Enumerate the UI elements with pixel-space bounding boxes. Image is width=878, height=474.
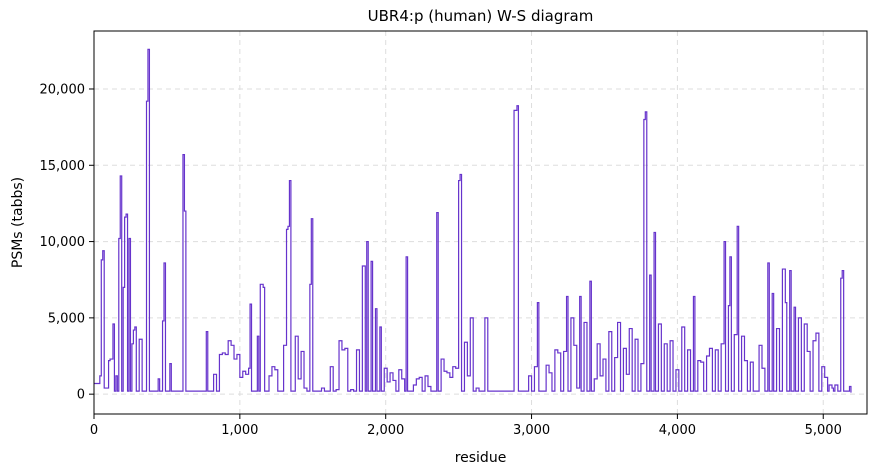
y-tick-label: 15,000 — [40, 159, 86, 174]
x-tick-label: 5,000 — [805, 423, 842, 438]
x-axis-ticks: 0 1,000 2,000 3,000 4,000 5,000 — [90, 414, 842, 438]
y-tick-label: 0 — [77, 388, 85, 403]
x-tick-label: 4,000 — [659, 423, 696, 438]
plot-frame — [93, 30, 868, 415]
y-tick-label: 20,000 — [40, 82, 86, 97]
x-tick-label: 3,000 — [513, 423, 550, 438]
chart-title: UBR4:p (human) W-S diagram — [368, 7, 594, 25]
y-axis-label: PSMs (tabbs) — [10, 177, 26, 268]
x-axis-label: residue — [455, 450, 507, 466]
y-tick-label: 5,000 — [48, 311, 85, 326]
series-line — [94, 48, 852, 393]
x-tick-label: 2,000 — [367, 423, 404, 438]
y-axis-ticks: 0 5,000 10,000 15,000 20,000 — [40, 82, 94, 403]
grid — [93, 31, 867, 414]
x-tick-label: 1,000 — [221, 423, 258, 438]
y-tick-label: 10,000 — [40, 235, 86, 250]
x-tick-label: 0 — [90, 423, 98, 438]
plot-area — [94, 48, 852, 393]
